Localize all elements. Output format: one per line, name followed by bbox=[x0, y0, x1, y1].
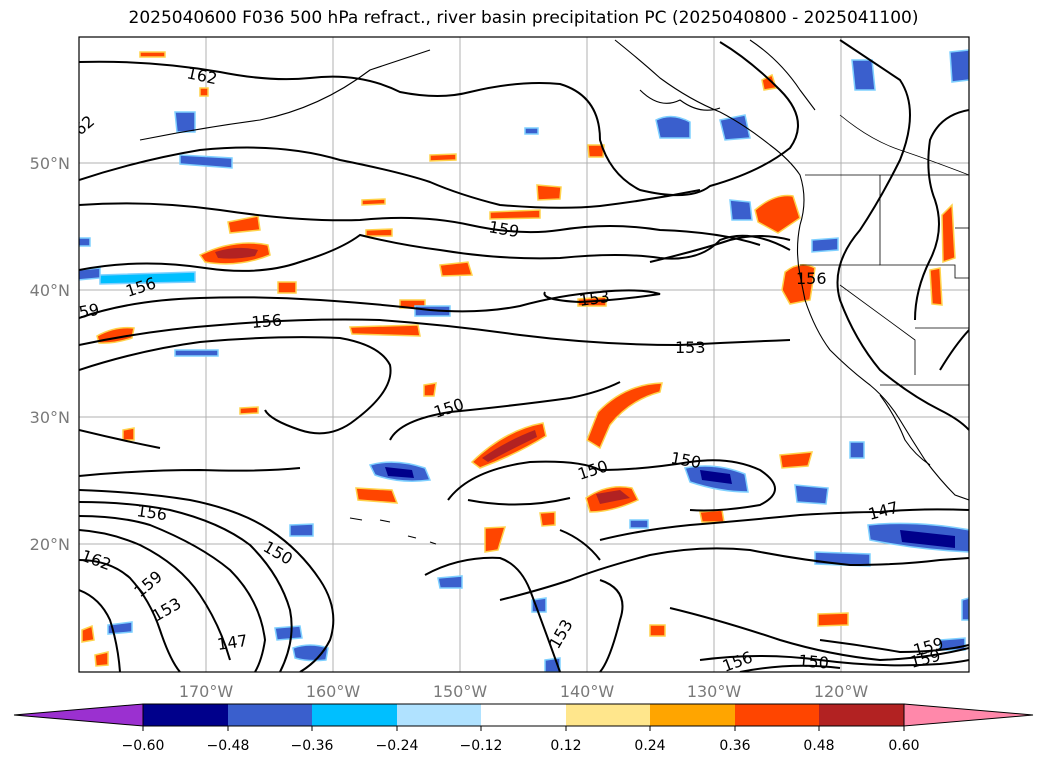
contour-label: 147 bbox=[216, 631, 249, 654]
colorbar-extend-min bbox=[13, 703, 144, 727]
latitude-ticks: 50°N 40°N 30°N 20°N bbox=[30, 154, 70, 554]
lat-tick-label: 30°N bbox=[30, 408, 70, 427]
colorbar-segment bbox=[312, 704, 397, 726]
map-title: 2025040600 F036 500 hPa refract., river … bbox=[128, 8, 919, 28]
lon-tick-label: 130°W bbox=[687, 682, 742, 701]
lon-tick-label: 120°W bbox=[814, 682, 869, 701]
contour-label: 150 bbox=[798, 651, 830, 673]
colorbar-segment bbox=[397, 704, 481, 726]
lat-tick-label: 20°N bbox=[30, 535, 70, 554]
map-area bbox=[79, 37, 969, 672]
contour-label: 156 bbox=[251, 310, 283, 332]
colorbar-tick-label: 0.12 bbox=[550, 738, 581, 754]
colorbar-tick-label: 0.60 bbox=[888, 738, 919, 754]
colorbar-segment bbox=[481, 704, 566, 726]
coastlines bbox=[139, 39, 969, 545]
precipitation-shading bbox=[79, 49, 969, 672]
colorbar-tick-label: −0.12 bbox=[460, 738, 503, 754]
state-borders bbox=[800, 114, 969, 386]
colorbar: −0.60 −0.48 −0.36 −0.24 −0.12 0.12 0.24 … bbox=[13, 703, 1034, 754]
lat-tick-label: 50°N bbox=[30, 154, 70, 173]
refractivity-contours bbox=[79, 39, 969, 672]
colorbar-tick-label: −0.60 bbox=[122, 738, 165, 754]
colorbar-tick-label: −0.24 bbox=[376, 738, 419, 754]
longitude-ticks: 170°W 160°W 150°W 140°W 130°W 120°W bbox=[179, 682, 869, 701]
contour-label: 156 bbox=[135, 501, 168, 524]
colorbar-tick-label: −0.36 bbox=[291, 738, 334, 754]
colorbar-extend-max bbox=[903, 703, 1034, 727]
colorbar-segment bbox=[650, 704, 735, 726]
colorbar-segment bbox=[566, 704, 650, 726]
contour-label: 153 bbox=[675, 338, 706, 357]
contour-label: 156 bbox=[796, 269, 827, 288]
colorbar-tick-label: 0.36 bbox=[719, 738, 750, 754]
contour-label: 153 bbox=[578, 287, 611, 310]
lon-tick-label: 150°W bbox=[433, 682, 488, 701]
lat-tick-label: 40°N bbox=[30, 281, 70, 300]
colorbar-segment bbox=[143, 704, 228, 726]
map-frame bbox=[78, 36, 970, 673]
contour-label: 59 bbox=[77, 300, 100, 322]
colorbar-segment bbox=[735, 704, 819, 726]
colorbar-tick-label: 0.24 bbox=[634, 738, 665, 754]
colorbar-segment bbox=[228, 704, 312, 726]
colorbar-tick-label: −0.48 bbox=[207, 738, 250, 754]
colorbar-segment bbox=[819, 704, 904, 726]
lon-tick-label: 160°W bbox=[306, 682, 361, 701]
lon-tick-label: 170°W bbox=[179, 682, 234, 701]
colorbar-tick-label: 0.48 bbox=[803, 738, 834, 754]
lon-tick-label: 140°W bbox=[560, 682, 615, 701]
